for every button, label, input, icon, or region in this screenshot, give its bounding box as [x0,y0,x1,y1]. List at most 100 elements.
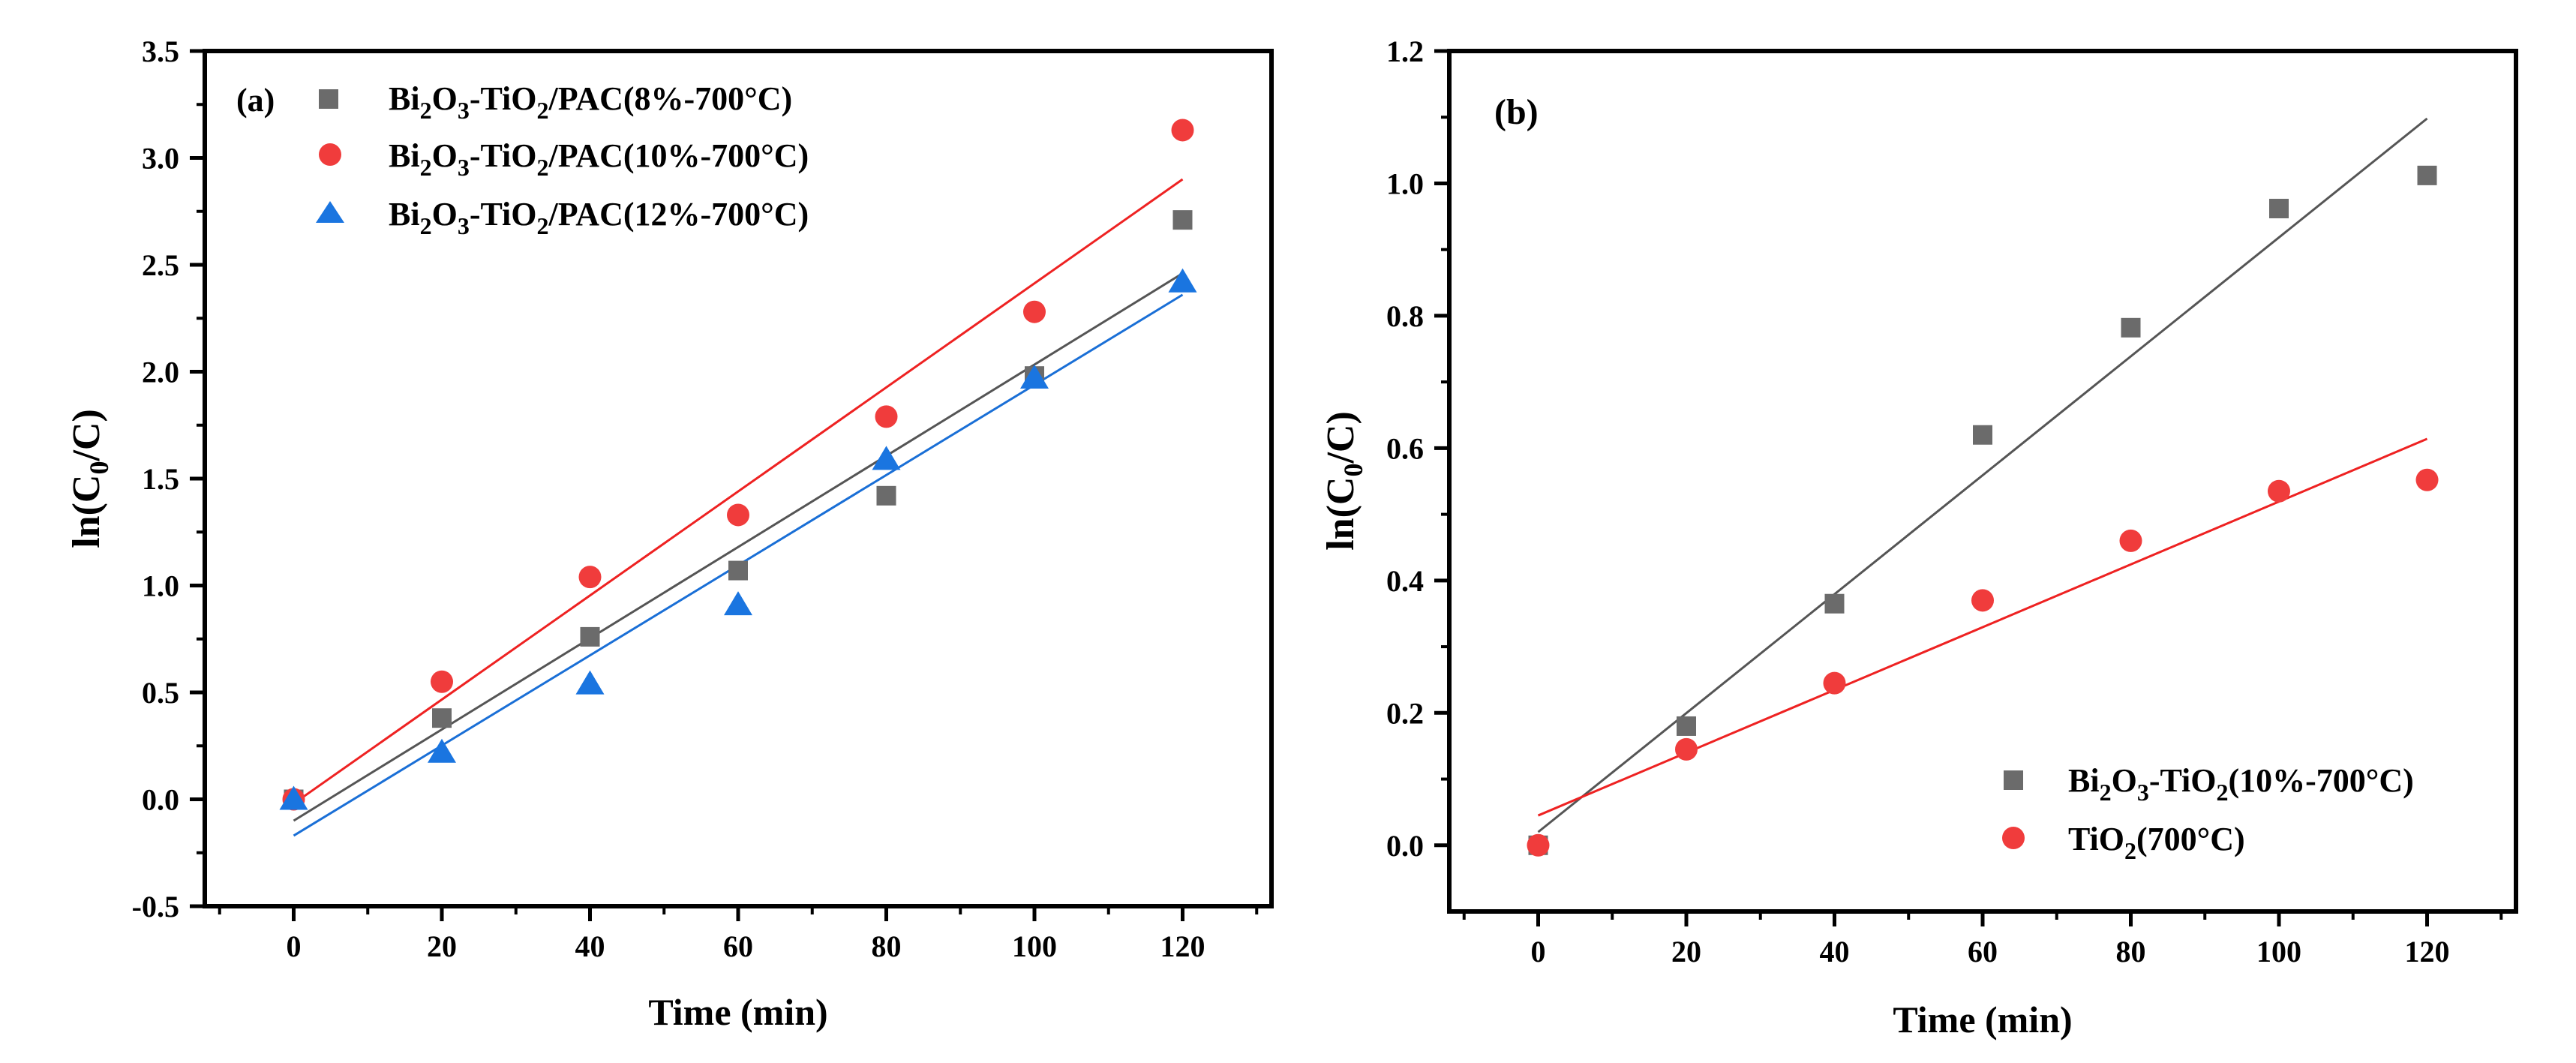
x-axis-title-b: Time (min) [1893,998,2072,1040]
data-point [580,626,600,647]
axis-ticks-a: 0 20 40 60 80 100 120 -0.5 0.0 0.5 1.0 1.5 2.0 2.5 3.0… [132,35,1259,963]
legend-entry-10pct: Bi2O3-TiO2/PAC(10%-700°C) [319,137,809,181]
x-tick-label: 0 [287,929,302,963]
x-tick-label: 40 [1820,935,1850,968]
x-tick-label: 20 [427,929,457,963]
data-point [1527,833,1550,857]
y-tick-label: 0.0 [1386,829,1424,863]
data-point [2119,529,2142,552]
data-point [728,560,748,581]
data-point [875,405,898,428]
data-point [279,785,308,810]
legend-entry-8pct: Bi2O3-TiO2/PAC(8%-700°C) [319,80,792,124]
data-point [1677,716,1696,736]
fit-line [293,178,1184,805]
y-tick-label: 2.5 [142,248,179,282]
y-tick-label: 0.4 [1386,564,1424,598]
svg-text:TiO2(700°C): TiO2(700°C) [2068,821,2245,864]
fit-line [293,272,1184,822]
panel-a: 0 20 40 60 80 100 120 -0.5 0.0 0.5 1.0 1.5 2.0 2.5 3.0… [65,35,1274,1033]
x-tick-label: 20 [1671,935,1701,968]
data-point [428,738,456,763]
data-point [1171,119,1194,142]
data-point [1675,737,1698,761]
y-tick-label: 3.5 [142,35,179,68]
y-tick-label: 1.2 [1386,35,1424,68]
data-point [1973,425,1992,445]
legend-marker-circle [319,143,341,166]
data-point [2415,468,2439,491]
data-points-b [1527,165,2439,857]
data-point [727,503,749,527]
data-point [876,485,896,506]
data-point [1020,365,1049,389]
y-tick-label: 0.5 [142,676,179,710]
svg-text:Bi2O3-TiO2/PAC(10%-700°C): Bi2O3-TiO2/PAC(10%-700°C) [389,137,809,181]
data-point [2269,198,2289,218]
x-tick-label: 100 [2256,935,2301,968]
panel-label-a: (a) [236,82,275,119]
data-point [724,591,752,616]
data-point [2121,317,2141,338]
y-tick-label: 0.6 [1386,431,1424,465]
legend-label-12pct: Bi [389,196,420,233]
legend-b: Bi2O3-TiO2(10%-700°C) TiO2(700°C) [2002,762,2414,864]
legend-label-10pct: Bi [389,137,420,174]
legend-a: Bi2O3-TiO2/PAC(8%-700°C) Bi2O3-TiO2/PAC(… [316,80,809,239]
data-point [872,446,901,470]
y-tick-label: 0.2 [1386,696,1424,730]
data-point [2268,479,2290,503]
y-tick-label: 1.5 [142,462,179,496]
data-point [1023,300,1046,323]
legend-marker-circle [2002,827,2025,849]
data-point [578,566,602,589]
y-tick-label: 3.0 [142,142,179,176]
legend-label-bi2o3-tio2: Bi [2068,762,2100,799]
data-point [432,708,452,728]
legend-entry-12pct: Bi2O3-TiO2/PAC(12%-700°C) [316,196,809,239]
x-tick-label: 80 [872,929,902,963]
fit-lines-b [1537,117,2428,833]
legend-entry-bi2o3-tio2: Bi2O3-TiO2(10%-700°C) [2004,762,2414,806]
x-tick-label: 0 [1531,935,1546,968]
y-tick-label: 0.0 [142,783,179,817]
fit-line [1537,437,2428,817]
y-tick-label: 0.8 [1386,299,1424,333]
panel-label-b: (b) [1494,92,1539,132]
data-point [2417,165,2437,185]
legend-marker-square [2004,770,2023,790]
svg-text:Bi2O3-TiO2(10%-700°C): Bi2O3-TiO2(10%-700°C) [2068,762,2414,806]
y-axis-title-a: ln(C0/C) [65,409,114,548]
legend-label-tio2: TiO [2068,821,2124,857]
data-point [431,670,453,693]
x-tick-label: 120 [1160,929,1205,963]
legend-label-8pct: Bi [389,80,420,117]
svg-text:Bi2O3-TiO2/PAC(12%-700°C): Bi2O3-TiO2/PAC(12%-700°C) [389,196,809,239]
panel-b: 0 20 40 60 80 100 120 0.0 0.2 0.4 0.6 0.8 1.0 1.2 (b)… [1320,35,2518,1040]
data-point [1971,589,1994,612]
x-tick-label: 60 [723,929,753,963]
data-point [1824,593,1845,614]
data-point [1168,268,1197,293]
y-tick-label: 1.0 [142,569,179,603]
data-point [1172,210,1193,230]
x-tick-label: 60 [1968,935,1998,968]
axis-ticks-b: 0 20 40 60 80 100 120 0.0 0.2 0.4 0.6 0.8 1.0 1.2 [1386,35,2503,968]
data-points-a [279,119,1197,811]
y-tick-label: 2.0 [142,356,179,389]
data-point [1823,671,1846,695]
x-tick-label: 100 [1012,929,1057,963]
y-axis-title-b: ln(C0/C) [1320,411,1368,551]
x-tick-label: 120 [2405,935,2450,968]
x-tick-label: 40 [575,929,605,963]
x-tick-label: 80 [2116,935,2146,968]
svg-text:Bi2O3-TiO2/PAC(8%-700°C): Bi2O3-TiO2/PAC(8%-700°C) [389,80,792,124]
legend-entry-tio2: TiO2(700°C) [2002,821,2245,864]
data-point [575,670,605,695]
legend-marker-triangle [316,201,344,223]
legend-marker-square [319,89,338,109]
fit-line [1537,117,2428,833]
y-tick-label: -0.5 [132,890,179,923]
y-tick-label: 1.0 [1386,167,1424,200]
